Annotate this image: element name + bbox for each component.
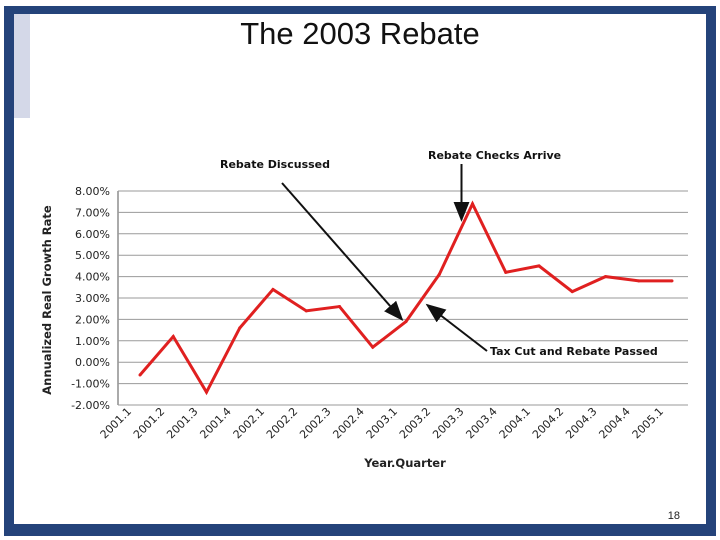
data-point [138, 373, 142, 377]
frame-accent [14, 14, 30, 118]
x-tick-label: 2003.3 [430, 405, 466, 441]
y-tick-label: 6.00% [75, 228, 110, 241]
y-tick-label: -2.00% [71, 399, 110, 412]
x-tick-label: 2001.3 [164, 405, 200, 441]
data-point [338, 305, 341, 309]
data-point [637, 279, 641, 283]
x-tick-label: 2001.4 [197, 405, 233, 441]
y-axis-label: Annualized Real Growth Rate [40, 205, 54, 395]
annotation-tax-cut-passed: Tax Cut and Rebate Passed [490, 345, 658, 358]
x-tick-label: 2005.1 [630, 405, 666, 441]
y-tick-label: 1.00% [75, 335, 110, 348]
data-point [437, 272, 441, 276]
x-tick-label: 2004.1 [497, 405, 533, 441]
data-point [271, 287, 275, 291]
y-tick-label: 5.00% [75, 249, 110, 262]
page-number: 18 [667, 510, 680, 522]
annotation-arrow [425, 303, 488, 352]
slide-title: The 2003 Rebate [240, 16, 480, 51]
x-tick-label: 2002.2 [264, 405, 300, 441]
chart-panel [14, 118, 706, 490]
y-tick-label: 7.00% [75, 206, 110, 219]
data-point [238, 326, 242, 330]
data-point [537, 264, 541, 268]
x-tick-label: 2002.3 [297, 405, 333, 441]
data-point [304, 309, 308, 313]
x-tick-label: 2004.4 [596, 405, 632, 441]
x-tick-label: 2002.1 [231, 405, 267, 441]
annotation-arrow [281, 182, 404, 322]
data-point [604, 275, 607, 279]
x-axis-label: Year.Quarter [363, 456, 446, 470]
data-point [404, 320, 408, 324]
x-tick-label: 2003.4 [463, 405, 499, 441]
y-tick-label: 4.00% [75, 271, 110, 284]
y-tick-label: 8.00% [75, 185, 110, 198]
x-tick-label: 2003.2 [397, 405, 433, 441]
data-point [570, 290, 574, 294]
x-tick-label: 2004.2 [530, 405, 566, 441]
x-tick-label: 2002.4 [330, 405, 366, 441]
data-point [504, 270, 508, 274]
y-tick-label: -1.00% [71, 378, 110, 391]
x-tick-label: 2003.1 [364, 405, 400, 441]
annotation-rebate-discussed: Rebate Discussed [220, 158, 330, 171]
data-point [471, 202, 474, 206]
annotation-rebate-checks-arrive: Rebate Checks Arrive [428, 149, 561, 162]
y-tick-label: 3.00% [75, 292, 110, 305]
data-point [171, 335, 175, 339]
y-tick-label: 2.00% [75, 313, 110, 326]
y-tick-label: 0.00% [75, 356, 110, 369]
data-point [371, 345, 375, 349]
x-tick-label: 2004.3 [563, 405, 599, 441]
data-point [670, 279, 674, 283]
data-point [205, 390, 208, 394]
x-tick-label: 2001.2 [131, 405, 167, 441]
